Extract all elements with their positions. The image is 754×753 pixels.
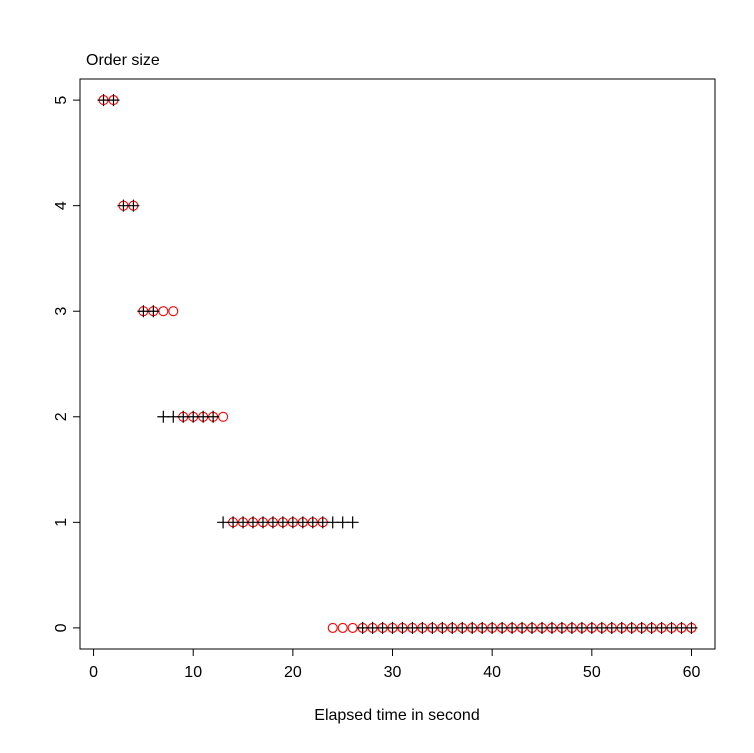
y-tick-label: 4 [53,201,70,210]
point [327,622,338,633]
x-tick-label: 0 [89,664,98,681]
point [147,305,160,318]
y-tick-label: 3 [53,307,70,316]
point [168,306,179,317]
y-tick-label: 1 [53,518,70,527]
point [207,410,220,423]
y-tick-label: 2 [53,412,70,421]
x-tick-label: 20 [284,664,302,681]
point [337,622,348,633]
x-tick-label: 30 [384,664,402,681]
point [347,622,358,633]
x-tick-label: 40 [483,664,501,681]
point [218,411,229,422]
plot-frame [79,78,716,650]
y-tick-label: 0 [53,623,70,632]
point [685,621,698,634]
point [127,199,140,212]
y-tick-label: 5 [53,96,70,105]
x-axis-label: Elapsed time in second [314,707,479,724]
point [107,94,120,107]
chart-title: Order size [86,52,160,69]
x-tick-label: 10 [184,664,202,681]
x-tick-label: 50 [583,664,601,681]
x-tick-label: 60 [683,664,701,681]
point [346,516,359,529]
point [158,306,169,317]
